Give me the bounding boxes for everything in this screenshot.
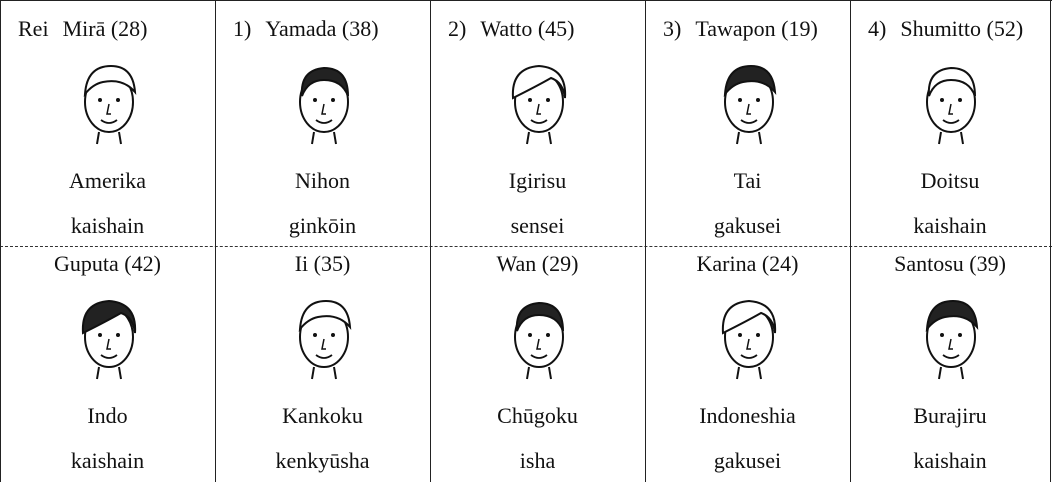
person-label: Rei Mirā (28) [0,16,215,42]
portrait [925,299,979,380]
column-rule [645,0,646,482]
country: Nihon [295,168,350,193]
country: Kankoku [282,403,363,428]
person-name: Karina (24) [696,251,799,276]
entry-number: 3) [663,16,682,41]
person-name: Santosu (39) [894,251,1006,276]
person-name: Shumitto (52) [900,16,1024,41]
entry-cell: 2) Watto (45) Igirisu sensei [430,0,645,238]
person-name: Tawapon (19) [695,16,818,41]
entry-cell: Rei Mirā (28) Amerika kaishain [0,0,215,238]
entry-number: 4) [868,16,887,41]
row-divider [0,246,1052,247]
occupation: ginkōin [288,213,357,238]
portrait [926,66,976,145]
person-name: Wan (29) [496,251,579,276]
column-rule [215,0,216,482]
person-label: 1) Yamada (38) [215,16,430,42]
person-label: Wan (29) [430,251,645,277]
entry-cell: Guputa (42) Indo kaishain [0,235,215,473]
column-rule [0,0,1,482]
country: Igirisu [508,168,567,193]
top-rule [0,0,1052,1]
entry-cell: Karina (24) Indoneshia gakusei [645,235,850,473]
portrait [513,301,564,380]
portrait [298,66,349,145]
person-name: Mirā (28) [62,16,148,41]
entry-number: 2) [448,16,467,41]
entry-number: Rei [18,16,49,41]
person-name: Watto (45) [480,16,575,41]
occupation: sensei [510,213,565,238]
country: Chūgoku [497,403,578,428]
portrait [83,64,136,145]
portrait [723,64,776,145]
entry-cell: 4) Shumitto (52) Doitsu kaishain [850,0,1050,238]
person-label: Guputa (42) [0,251,215,277]
column-rule [850,0,851,482]
occupation: gakusei [713,213,782,238]
occupation: kaishain [70,213,145,238]
person-label: 3) Tawapon (19) [645,16,850,42]
portrait [511,64,566,145]
entry-cell: Santosu (39) Burajiru kaishain [850,235,1050,473]
country: Tai [733,168,762,193]
person-name: Yamada (38) [265,16,379,41]
occupation: kaishain [913,448,987,473]
country: Amerika [69,168,146,193]
portrait [298,299,351,380]
country: Indo [87,403,128,428]
entry-number: 1) [233,16,252,41]
person-label: 2) Watto (45) [430,16,645,42]
person-label: Santosu (39) [850,251,1050,277]
portrait [721,299,776,380]
country: Doitsu [920,168,980,193]
person-name: Ii (35) [294,251,351,276]
person-label: Ii (35) [215,251,430,277]
entry-cell: Wan (29) Chūgoku isha [430,235,645,473]
country: Indoneshia [699,403,796,428]
person-label: Karina (24) [645,251,850,277]
occupation: kenkyūsha [275,448,370,473]
occupation: isha [519,448,556,473]
occupation: gakusei [713,448,782,473]
entry-cell: 1) Yamada (38) Nihon ginkōin [215,0,430,238]
column-rule [430,0,431,482]
portrait [81,299,136,380]
person-label: 4) Shumitto (52) [850,16,1050,42]
column-rule [1050,0,1051,482]
country: Burajiru [913,403,987,428]
occupation: kaishain [913,213,987,238]
entry-cell: Ii (35) Kankoku kenkyūsha [215,235,430,473]
occupation: kaishain [70,448,145,473]
entry-cell: 3) Tawapon (19) Tai gakusei [645,0,850,238]
person-name: Guputa (42) [54,251,161,276]
